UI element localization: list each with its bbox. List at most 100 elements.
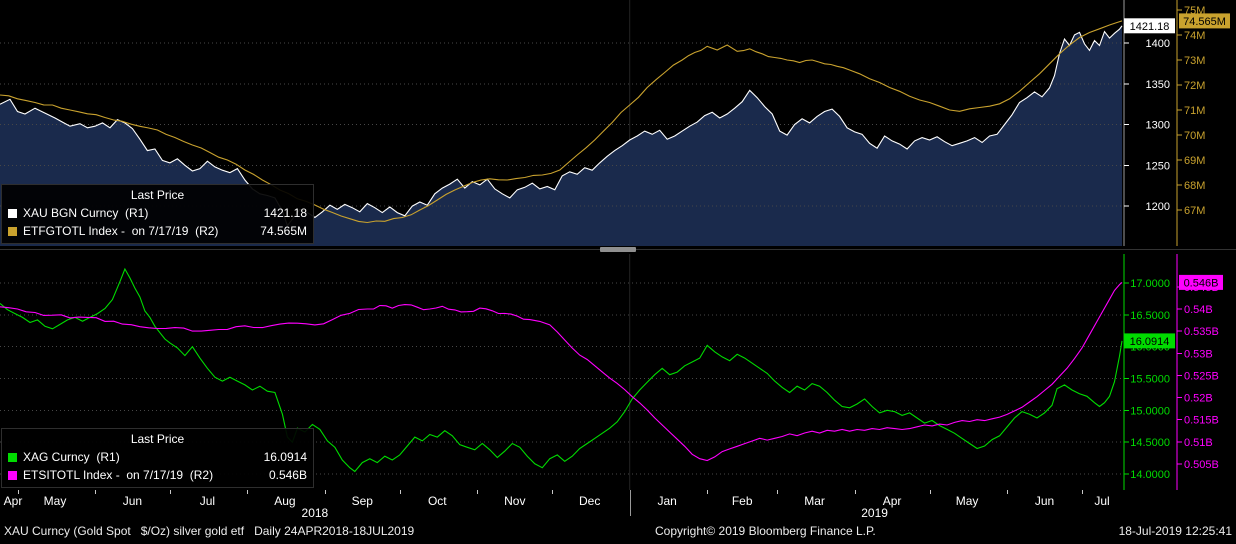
month-tick: [247, 490, 249, 494]
series-swatch: [8, 226, 17, 236]
area-fill-xau-bgn-curncy: [0, 25, 1122, 246]
gold-etf-panel: 1400 1350 1300 1250 1200 75M 74M 73M 72M 71M 70M 69…: [0, 0, 1236, 246]
timestamp: 18-Jul-2019 12:25:41: [1118, 524, 1232, 538]
month-label: Feb: [731, 494, 753, 508]
month-tick: [552, 490, 554, 494]
axis-tick-label: 0.525B: [1184, 370, 1219, 382]
last-price-flag-etsitotl-index: [1179, 274, 1223, 290]
legend-row-xau[interactable]: XAU BGN Curncy (R1) 1421.18: [8, 204, 307, 222]
month-label: Dec: [579, 494, 601, 508]
gold-etf-chart-canvas[interactable]: 1400135013001250120075M74M73M72M71M70M69…: [0, 0, 1236, 246]
axis-tick-label: 70M: [1184, 130, 1205, 142]
axis-tick-label: 16.5000: [1130, 310, 1170, 322]
axis-tick-label: 69M: [1184, 155, 1205, 167]
series-last-value: 16.0914: [263, 450, 307, 464]
month-label: Jan: [657, 494, 677, 508]
last-price-flag-xau-bgn-curncy: [1124, 18, 1175, 34]
month-label: Sep: [351, 494, 373, 508]
month-label: Jul: [199, 494, 216, 508]
month-tick: [707, 490, 709, 494]
month-label: May: [43, 494, 67, 508]
copyright-text: Copyright© 2019 Bloomberg Finance L.P.: [655, 524, 876, 538]
axis-tick-label: 1400: [1146, 38, 1170, 50]
legend-row-etfgtotl[interactable]: ETFGTOTL Index - on 7/17/19 (R2) 74.565M: [8, 222, 307, 240]
gold-panel-legend[interactable]: Last Price XAU BGN Curncy (R1) 1421.18 ETF…: [1, 184, 314, 244]
last-price-value: 74.565M: [1183, 16, 1226, 28]
axis-tick-label: 73M: [1184, 55, 1205, 67]
series-line-etfgtotl-index: [0, 20, 1123, 224]
silver-etf-chart-canvas[interactable]: 17.000016.500016.000015.500015.000014.50…: [0, 254, 1236, 490]
axis-tick-label: 14.0000: [1130, 469, 1170, 481]
series-last-value: 0.546B: [268, 468, 307, 482]
month-label: Mar: [804, 494, 825, 508]
axis-tick-label: 17.0000: [1130, 278, 1170, 290]
time-axis: Apr May Jun Jul Aug Sep Oct Nov Dec Jan Feb Mar Apr M…: [0, 490, 1236, 520]
silver-panel-legend[interactable]: Last Price XAG Curncy (R1) 16.0914 ETSITOT…: [1, 428, 314, 488]
axis-tick-label: 1300: [1146, 120, 1170, 132]
series-swatch: [8, 208, 17, 218]
axis-tick-label: 74M: [1184, 30, 1205, 42]
series-swatch: [8, 452, 17, 462]
panel-splitter[interactable]: [0, 246, 1236, 254]
year-label: 2019: [861, 506, 888, 520]
month-label: Nov: [504, 494, 526, 508]
series-last-value: 1421.18: [263, 206, 307, 220]
month-tick: [929, 490, 931, 494]
series-label: XAG Curncy (R1): [23, 450, 120, 464]
month-tick: [1007, 490, 1009, 494]
last-price-value: 0.546B: [1184, 277, 1219, 289]
axis-tick-label: 0.53B: [1184, 348, 1213, 360]
axis-tick-label: 1250: [1146, 160, 1170, 172]
axis-tick-label: 67M: [1184, 205, 1205, 217]
month-label: Apr: [3, 494, 23, 508]
last-price-value: 1421.18: [1130, 21, 1170, 33]
axis-tick-label: 71M: [1184, 105, 1205, 117]
chart-description: XAU Curncy (Gold Spot $/Oz) silver gold …: [4, 524, 415, 538]
month-label: Oct: [427, 494, 447, 508]
axis-tick-label: 0.54B: [1184, 304, 1213, 316]
month-label: Jun: [122, 494, 143, 508]
month-label: Apr: [882, 494, 902, 508]
month-tick: [854, 490, 856, 494]
series-line-etsitotl-index: [0, 281, 1123, 462]
month-tick: [17, 490, 19, 494]
month-tick: [477, 490, 479, 494]
axis-tick-label: 68M: [1184, 180, 1205, 192]
year-label: 2018: [301, 506, 329, 520]
axis-tick-label: 1350: [1146, 79, 1170, 91]
legend-row-xag[interactable]: XAG Curncy (R1) 16.0914: [8, 448, 307, 466]
axis-tick-label: 0.535B: [1184, 326, 1219, 338]
axis-tick-label: 0.51B: [1184, 437, 1213, 449]
axis-tick-label: 0.505B: [1184, 459, 1219, 471]
last-price-value: 16.0914: [1130, 336, 1170, 348]
axis-tick-label: 15.0000: [1130, 405, 1170, 417]
axis-tick-label: 15.5000: [1130, 374, 1170, 386]
series-label: ETFGTOTL Index - on 7/17/19 (R2): [23, 224, 219, 238]
series-last-value: 74.565M: [260, 224, 307, 238]
axis-tick-label: 0.52B: [1184, 393, 1213, 405]
legend-row-etsitotl[interactable]: ETSITOTL Index - on 7/17/19 (R2) 0.546B: [8, 466, 307, 484]
year-divider: [629, 490, 631, 516]
series-line-xau-bgn-curncy: [0, 25, 1123, 227]
axis-tick-label: 0.515B: [1184, 415, 1219, 427]
series-line-xag-curncy: [0, 267, 1123, 473]
silver-etf-panel: 17.000016.500016.000015.500015.000014.50…: [0, 254, 1236, 490]
month-tick: [95, 490, 96, 494]
month-label: May: [955, 494, 979, 508]
series-swatch: [8, 470, 17, 480]
month-tick: [169, 490, 171, 494]
status-bar: XAU Curncy (Gold Spot $/Oz) silver gold …: [0, 518, 1236, 544]
month-label: Jul: [1094, 494, 1110, 508]
legend-title: Last Price: [130, 432, 185, 446]
axis-tick-label: 72M: [1184, 80, 1205, 92]
last-price-flag-etfgtotl-index: [1179, 13, 1230, 29]
last-price-flag-xag-curncy: [1124, 333, 1175, 349]
legend-title: Last Price: [130, 188, 185, 202]
axis-tick-label: 1200: [1146, 201, 1170, 213]
axis-tick-label: 14.5000: [1130, 437, 1170, 449]
panel-splitter-handle[interactable]: [600, 247, 636, 252]
series-label: XAU BGN Curncy (R1): [23, 206, 149, 220]
month-tick: [324, 490, 326, 494]
month-tick: [777, 490, 779, 494]
